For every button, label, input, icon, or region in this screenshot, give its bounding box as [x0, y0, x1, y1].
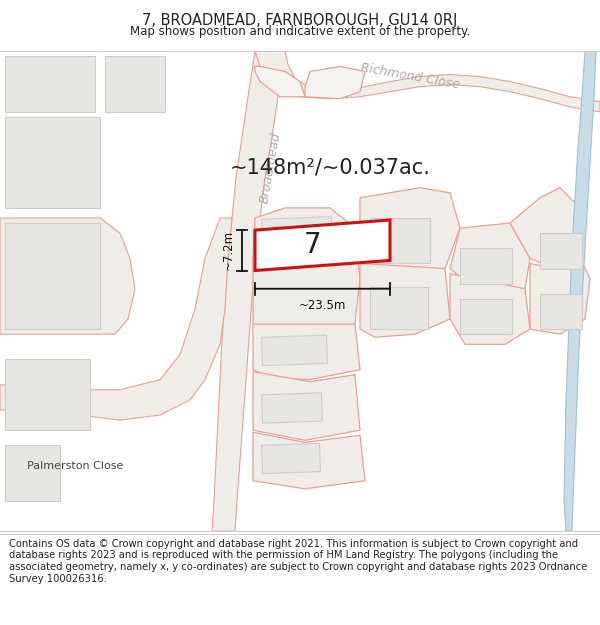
Polygon shape — [0, 218, 232, 420]
Polygon shape — [0, 218, 135, 334]
Bar — [5, 56, 95, 112]
Polygon shape — [253, 432, 365, 489]
Polygon shape — [253, 324, 360, 379]
Text: Contains OS data © Crown copyright and database right 2021. This information is : Contains OS data © Crown copyright and d… — [9, 539, 587, 584]
Polygon shape — [510, 188, 580, 269]
Bar — [105, 56, 165, 112]
Polygon shape — [262, 335, 328, 366]
Polygon shape — [255, 51, 600, 112]
Bar — [460, 299, 512, 334]
Polygon shape — [262, 392, 322, 423]
Text: ~7.2m: ~7.2m — [222, 230, 235, 271]
Polygon shape — [253, 208, 355, 299]
Polygon shape — [360, 188, 460, 274]
Text: Richmond Close: Richmond Close — [359, 61, 461, 92]
Text: 7, BROADMEAD, FARNBOROUGH, GU14 0RJ: 7, BROADMEAD, FARNBOROUGH, GU14 0RJ — [142, 12, 458, 28]
Bar — [540, 294, 582, 329]
Bar — [5, 359, 90, 430]
Polygon shape — [450, 274, 530, 344]
Polygon shape — [564, 51, 596, 531]
Polygon shape — [530, 248, 590, 334]
Polygon shape — [255, 220, 390, 271]
Polygon shape — [253, 372, 360, 440]
Bar — [5, 446, 60, 501]
Polygon shape — [253, 228, 360, 334]
Polygon shape — [450, 223, 530, 294]
Polygon shape — [360, 264, 450, 338]
Bar — [540, 233, 582, 269]
Bar — [370, 218, 430, 264]
Text: ~148m²/~0.037ac.: ~148m²/~0.037ac. — [230, 158, 430, 177]
Polygon shape — [262, 217, 332, 248]
Polygon shape — [212, 51, 285, 531]
Bar — [460, 248, 512, 284]
Text: Broadmead: Broadmead — [257, 131, 283, 204]
Text: Palmerston Close: Palmerston Close — [27, 461, 123, 471]
Text: 7: 7 — [304, 231, 322, 259]
Bar — [370, 287, 428, 329]
Bar — [5, 223, 100, 329]
Text: Map shows position and indicative extent of the property.: Map shows position and indicative extent… — [130, 26, 470, 39]
Bar — [5, 117, 100, 208]
Text: ~23.5m: ~23.5m — [299, 299, 346, 312]
Polygon shape — [305, 66, 365, 99]
Polygon shape — [262, 443, 320, 474]
Polygon shape — [255, 66, 305, 97]
